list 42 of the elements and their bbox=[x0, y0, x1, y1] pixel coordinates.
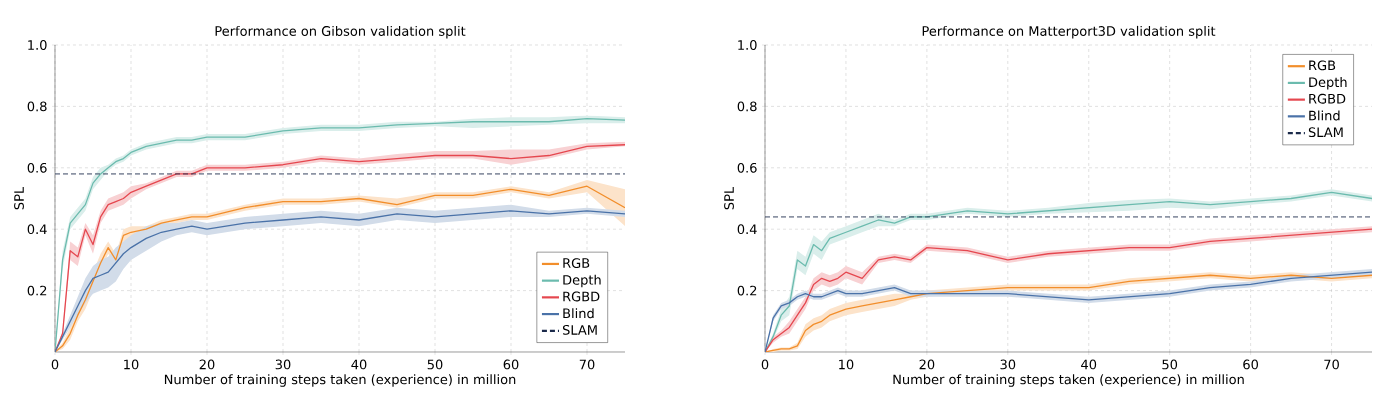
y-axis-title: SPL bbox=[14, 186, 24, 210]
y-tick-label: 0.2 bbox=[737, 285, 757, 296]
x-tick-label: 0 bbox=[761, 359, 769, 370]
y-tick-label: 1.0 bbox=[28, 40, 47, 50]
legend-label: Blind bbox=[563, 308, 594, 319]
x-tick-label: 20 bbox=[919, 359, 935, 370]
x-tick-label: 60 bbox=[503, 359, 519, 370]
legend-label: RGB bbox=[1309, 60, 1336, 71]
chart-title: Performance on Matterport3D validation split bbox=[922, 25, 1216, 39]
x-tick-label: 50 bbox=[427, 359, 443, 370]
y-tick-label: 0.2 bbox=[27, 285, 47, 296]
x-tick-label: 10 bbox=[124, 359, 139, 370]
legend-label: Depth bbox=[563, 274, 601, 288]
y-tick-label: 1.0 bbox=[738, 40, 757, 50]
x-tick-label: 50 bbox=[1162, 359, 1178, 370]
x-tick-label: 60 bbox=[1243, 359, 1259, 370]
x-axis-title: Number of training steps taken (experience) in million bbox=[893, 374, 1244, 387]
legend-label: Blind bbox=[1309, 110, 1340, 121]
legend-label: RGB bbox=[563, 258, 590, 268]
x-tick-label: 40 bbox=[351, 359, 367, 370]
x-tick-label: 30 bbox=[1000, 359, 1016, 370]
x-tick-label: 0 bbox=[51, 359, 59, 370]
y-tick-label: 0.6 bbox=[27, 162, 47, 173]
x-tick-label: 10 bbox=[839, 359, 854, 370]
y-tick-label: 0.4 bbox=[27, 224, 47, 235]
legend-label: RGBD bbox=[1309, 93, 1346, 104]
x-axis-title: Number of training steps taken (experience) in million bbox=[164, 374, 516, 387]
legend-label: SLAM bbox=[562, 324, 597, 335]
x-tick-label: 30 bbox=[275, 359, 291, 370]
legend-label: RGBD bbox=[563, 291, 600, 302]
x-tick-label: 20 bbox=[199, 359, 215, 370]
chart-title: Performance on Gibson validation split bbox=[215, 25, 466, 39]
y-tick-label: 0.8 bbox=[27, 101, 47, 112]
x-tick-label: 70 bbox=[579, 359, 595, 370]
x-tick-label: 70 bbox=[1324, 359, 1339, 370]
legend-label: Depth bbox=[1309, 77, 1347, 90]
legend-label: SLAM bbox=[1308, 127, 1343, 138]
y-tick-label: 0.6 bbox=[737, 162, 757, 173]
y-tick-label: 0.8 bbox=[737, 101, 757, 112]
x-tick-label: 40 bbox=[1081, 359, 1097, 370]
y-tick-label: 0.4 bbox=[737, 224, 757, 235]
y-axis-title: SPL bbox=[724, 186, 734, 210]
